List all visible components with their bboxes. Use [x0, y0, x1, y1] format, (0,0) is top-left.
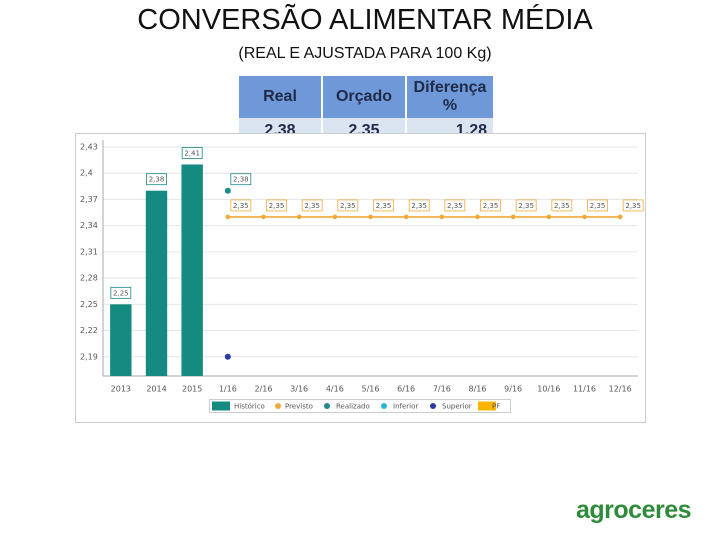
- data-label: 2,35: [340, 202, 356, 210]
- data-label: 2,35: [590, 202, 606, 210]
- y-tick-label: 2,22: [80, 326, 98, 335]
- x-tick-label: 9/16: [504, 385, 522, 394]
- x-tick-label: 2/16: [255, 385, 273, 394]
- legend-label: Realizado: [336, 403, 370, 411]
- y-tick-label: 2,34: [80, 221, 98, 230]
- line-point: [546, 214, 552, 220]
- line-point: [332, 214, 338, 220]
- logo: agroceres: [576, 496, 692, 524]
- data-label-box: [551, 199, 573, 212]
- legend-label: Histórico: [234, 403, 265, 411]
- data-label: 2,35: [411, 202, 427, 210]
- data-label: 2,35: [447, 202, 463, 210]
- legend-swatch: [381, 403, 387, 409]
- column-header: Real: [239, 76, 321, 118]
- bar: [145, 190, 168, 376]
- x-tick-label: 2014: [146, 385, 166, 394]
- bar: [181, 164, 203, 376]
- line-point: [510, 214, 516, 220]
- data-label-box: [373, 199, 394, 212]
- data-label: 2,35: [304, 202, 320, 210]
- data-label-box: [230, 199, 252, 212]
- data-label: 2,35: [376, 202, 392, 210]
- x-tick-label: 8/16: [469, 385, 487, 394]
- data-label: 2,35: [233, 202, 249, 210]
- data-label-box: [146, 173, 167, 186]
- data-label-box: [301, 199, 323, 212]
- data-label-box: [181, 147, 203, 159]
- data-label: 2,35: [269, 202, 285, 210]
- data-label-box: [622, 199, 644, 212]
- data-label: 2,35: [518, 202, 534, 210]
- legend-swatch: [478, 401, 496, 411]
- line-point: [439, 214, 445, 220]
- y-tick-label: 2,4: [80, 169, 93, 178]
- x-tick-label: 2015: [182, 385, 202, 394]
- data-label-box: [230, 173, 252, 186]
- data-label-box: [515, 199, 537, 212]
- line-point: [368, 214, 373, 220]
- x-tick-label: 4/16: [326, 385, 344, 394]
- line-point: [225, 214, 231, 220]
- data-label: 2,35: [554, 202, 570, 210]
- x-tick-label: 6/16: [397, 385, 415, 394]
- slide-title: CONVERSÃO ALIMENTAR MÉDIA: [137, 4, 593, 36]
- legend-frame: [209, 399, 511, 413]
- x-tick-label: 3/16: [290, 385, 308, 394]
- data-label: 2,41: [184, 149, 200, 157]
- line-point: [475, 214, 480, 220]
- data-label: 2,25: [113, 289, 129, 297]
- line-point: [261, 214, 266, 220]
- legend-label: Superior: [442, 403, 472, 411]
- legend-label: PF: [492, 403, 500, 411]
- data-label: 2,35: [483, 202, 499, 210]
- data-label-box: [587, 199, 608, 212]
- x-tick-label: 12/16: [609, 385, 632, 394]
- point: [224, 353, 231, 360]
- data-label-box: [408, 199, 430, 212]
- legend-swatch: [430, 403, 436, 409]
- column-header: Diferença %: [407, 76, 493, 118]
- legend-swatch: [275, 403, 281, 409]
- y-tick-label: 2,31: [80, 247, 98, 256]
- legend-label: Inferior: [393, 403, 418, 411]
- x-tick-label: 10/16: [537, 385, 560, 394]
- x-tick-label: 2013: [111, 385, 131, 394]
- y-tick-label: 2,19: [80, 352, 98, 361]
- line-point: [617, 214, 623, 220]
- data-label-box: [266, 199, 287, 212]
- data-label: 2,38: [233, 176, 249, 184]
- data-label-box: [110, 286, 132, 299]
- data-label-box: [444, 199, 466, 212]
- y-tick-label: 2,37: [80, 195, 98, 204]
- x-tick-label: 7/16: [433, 385, 451, 394]
- x-tick-label: 5/16: [362, 385, 380, 394]
- bar: [110, 304, 132, 376]
- line-point: [403, 214, 409, 220]
- x-tick-label: 11/16: [573, 385, 596, 394]
- y-tick-label: 2,28: [80, 274, 98, 283]
- legend-swatch: [212, 401, 230, 411]
- y-tick-label: 2,43: [80, 142, 98, 151]
- point: [224, 187, 231, 194]
- line-point: [296, 214, 302, 220]
- x-tick-label: 1/16: [219, 385, 237, 394]
- y-tick-label: 2,25: [80, 300, 98, 309]
- legend-label: Previsto: [285, 403, 313, 411]
- data-label: 2,38: [149, 176, 165, 184]
- slide-subtitle: (REAL E AJUSTADA PARA 100 Kg): [238, 45, 492, 62]
- legend-swatch: [324, 403, 330, 409]
- data-label: 2,35: [625, 202, 641, 210]
- data-label-box: [337, 199, 359, 212]
- data-label-box: [480, 199, 501, 212]
- line-point: [582, 214, 587, 220]
- column-header: Orçado: [323, 76, 405, 118]
